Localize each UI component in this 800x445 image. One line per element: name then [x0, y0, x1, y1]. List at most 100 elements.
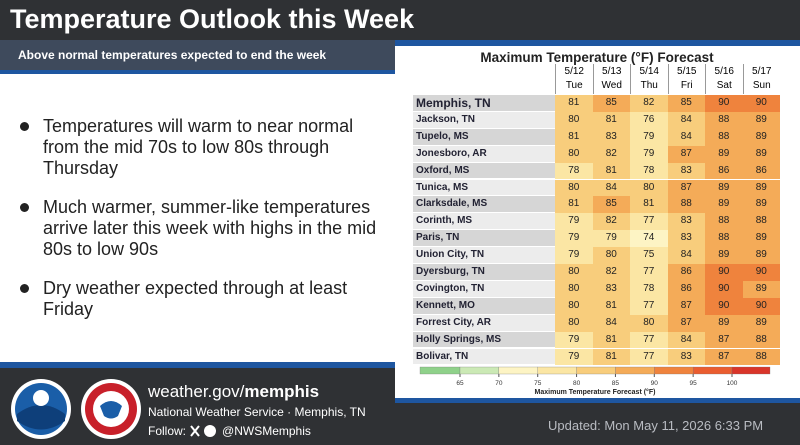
date-header: 5/14 [630, 64, 668, 80]
temp-cell: 87 [705, 348, 743, 366]
temp-cell: 90 [742, 95, 780, 112]
temp-cell: 83 [667, 230, 705, 248]
temp-cell: 88 [742, 348, 780, 366]
temp-cell: 89 [705, 314, 743, 332]
colorbar-tick-label: 95 [690, 380, 698, 387]
temp-cell: 90 [705, 264, 743, 281]
temp-cell: 80 [592, 247, 630, 264]
temp-cell: 89 [742, 247, 780, 264]
temp-cell: 81 [555, 128, 593, 146]
colorbar-tick-label: 75 [534, 380, 542, 387]
temp-cell: 84 [592, 314, 630, 332]
temp-cell: 84 [667, 128, 705, 146]
temp-cell: 85 [592, 95, 630, 112]
city: Paris, TN [413, 230, 555, 247]
temp-cell: 81 [555, 196, 593, 214]
day-header: Thu [630, 78, 668, 94]
bullet-text: Much warmer, summer-like temperatures ar… [43, 197, 377, 259]
temp-cell: 89 [705, 247, 743, 264]
temp-cell: 80 [555, 297, 593, 315]
temp-cell: 84 [667, 111, 705, 129]
colorbar-tick-label: 65 [456, 380, 464, 387]
bullets: Temperatures will warm to near normal fr… [20, 116, 380, 338]
city: Bolivar, TN [413, 348, 555, 365]
temp-cell: 89 [742, 196, 780, 214]
city: Union City, TN [413, 247, 555, 263]
day-header: Tue [555, 78, 593, 94]
temp-cell: 90 [705, 280, 743, 298]
stripe [395, 40, 800, 46]
bullet-dot [20, 122, 29, 131]
temp-cell: 89 [705, 196, 743, 214]
bullet-item: Temperatures will warm to near normal fr… [20, 116, 380, 179]
handle[interactable]: @NWSMemphis [222, 424, 311, 438]
social-icons [190, 425, 217, 437]
colorbar-segment [537, 366, 577, 375]
colorbar-segment [615, 366, 655, 375]
temp-cell: 80 [555, 280, 593, 298]
temp-cell: 83 [592, 128, 630, 146]
colorbar-tick-label: 70 [495, 380, 503, 387]
temp-cell: 90 [742, 264, 780, 281]
temp-cell: 78 [630, 162, 668, 180]
temp-cell: 80 [630, 314, 668, 332]
temp-cell: 81 [630, 196, 668, 214]
temp-cell: 79 [555, 348, 593, 366]
temp-cell: 89 [742, 314, 780, 332]
colorbar-caption: Maximum Temperature Forecast (°F) [535, 388, 656, 396]
subtitle-bar [0, 40, 395, 70]
temp-cell: 79 [592, 230, 630, 248]
temp-cell: 88 [705, 128, 743, 146]
colorbar-segment [692, 366, 733, 375]
temp-cell: 82 [630, 95, 668, 112]
temp-cell: 83 [592, 280, 630, 298]
colorbar-tick-label: 100 [727, 380, 738, 387]
temp-cell: 89 [742, 111, 780, 129]
date-header: 5/12 [555, 64, 593, 80]
city: Dyersburg, TN [413, 264, 555, 280]
temp-cell: 84 [667, 331, 705, 349]
temp-cell: 80 [630, 179, 668, 197]
temp-cell: 87 [667, 314, 705, 332]
day-header: Fri [667, 78, 706, 94]
title: Temperature Outlook this Week [10, 4, 415, 34]
temp-cell: 80 [555, 111, 593, 129]
city: Kennett, MO [413, 297, 555, 314]
temp-cell: 88 [705, 230, 743, 248]
temp-cell: 87 [667, 297, 705, 315]
colorbar-tick-label: 85 [612, 380, 620, 387]
bullet-item: Much warmer, summer-like temperatures ar… [20, 197, 380, 260]
temp-cell: 78 [630, 280, 668, 298]
social: Follow: @NWSMemphis [148, 424, 311, 438]
temp-cell: 88 [705, 213, 743, 231]
city: Corinth, MS [413, 213, 555, 230]
city: Clarksdale, MS [413, 196, 555, 213]
colorbar-tick-label: 90 [651, 380, 659, 387]
temp-cell: 87 [667, 145, 705, 163]
temp-cell: 84 [592, 179, 630, 197]
bullet-item: Dry weather expected through at least Fr… [20, 278, 380, 320]
temp-cell: 90 [742, 297, 780, 315]
temp-cell: 89 [742, 280, 780, 298]
day-header: Sat [705, 78, 743, 94]
table-title: Maximum Temperature (°F) Forecast [480, 50, 714, 65]
temp-cell: 86 [667, 280, 705, 298]
colorbar-tick-label: 80 [573, 380, 581, 387]
temp-cell: 80 [555, 264, 593, 281]
city: Tunica, MS [413, 179, 555, 196]
date-header: 5/17 [742, 64, 781, 80]
city: Covington, TN [413, 280, 555, 297]
temp-cell: 88 [705, 111, 743, 129]
temp-cell: 77 [630, 297, 668, 315]
temp-cell: 80 [555, 314, 593, 332]
url: memphis [244, 382, 320, 401]
temp-cell: 86 [742, 162, 780, 180]
temp-cell: 81 [592, 111, 630, 129]
temp-cell: 87 [705, 331, 743, 349]
temp-cell: 82 [592, 264, 630, 281]
logos [11, 379, 141, 439]
temp-cell: 81 [592, 348, 630, 366]
bullet-dot [20, 203, 29, 212]
temp-cell: 88 [742, 331, 780, 349]
